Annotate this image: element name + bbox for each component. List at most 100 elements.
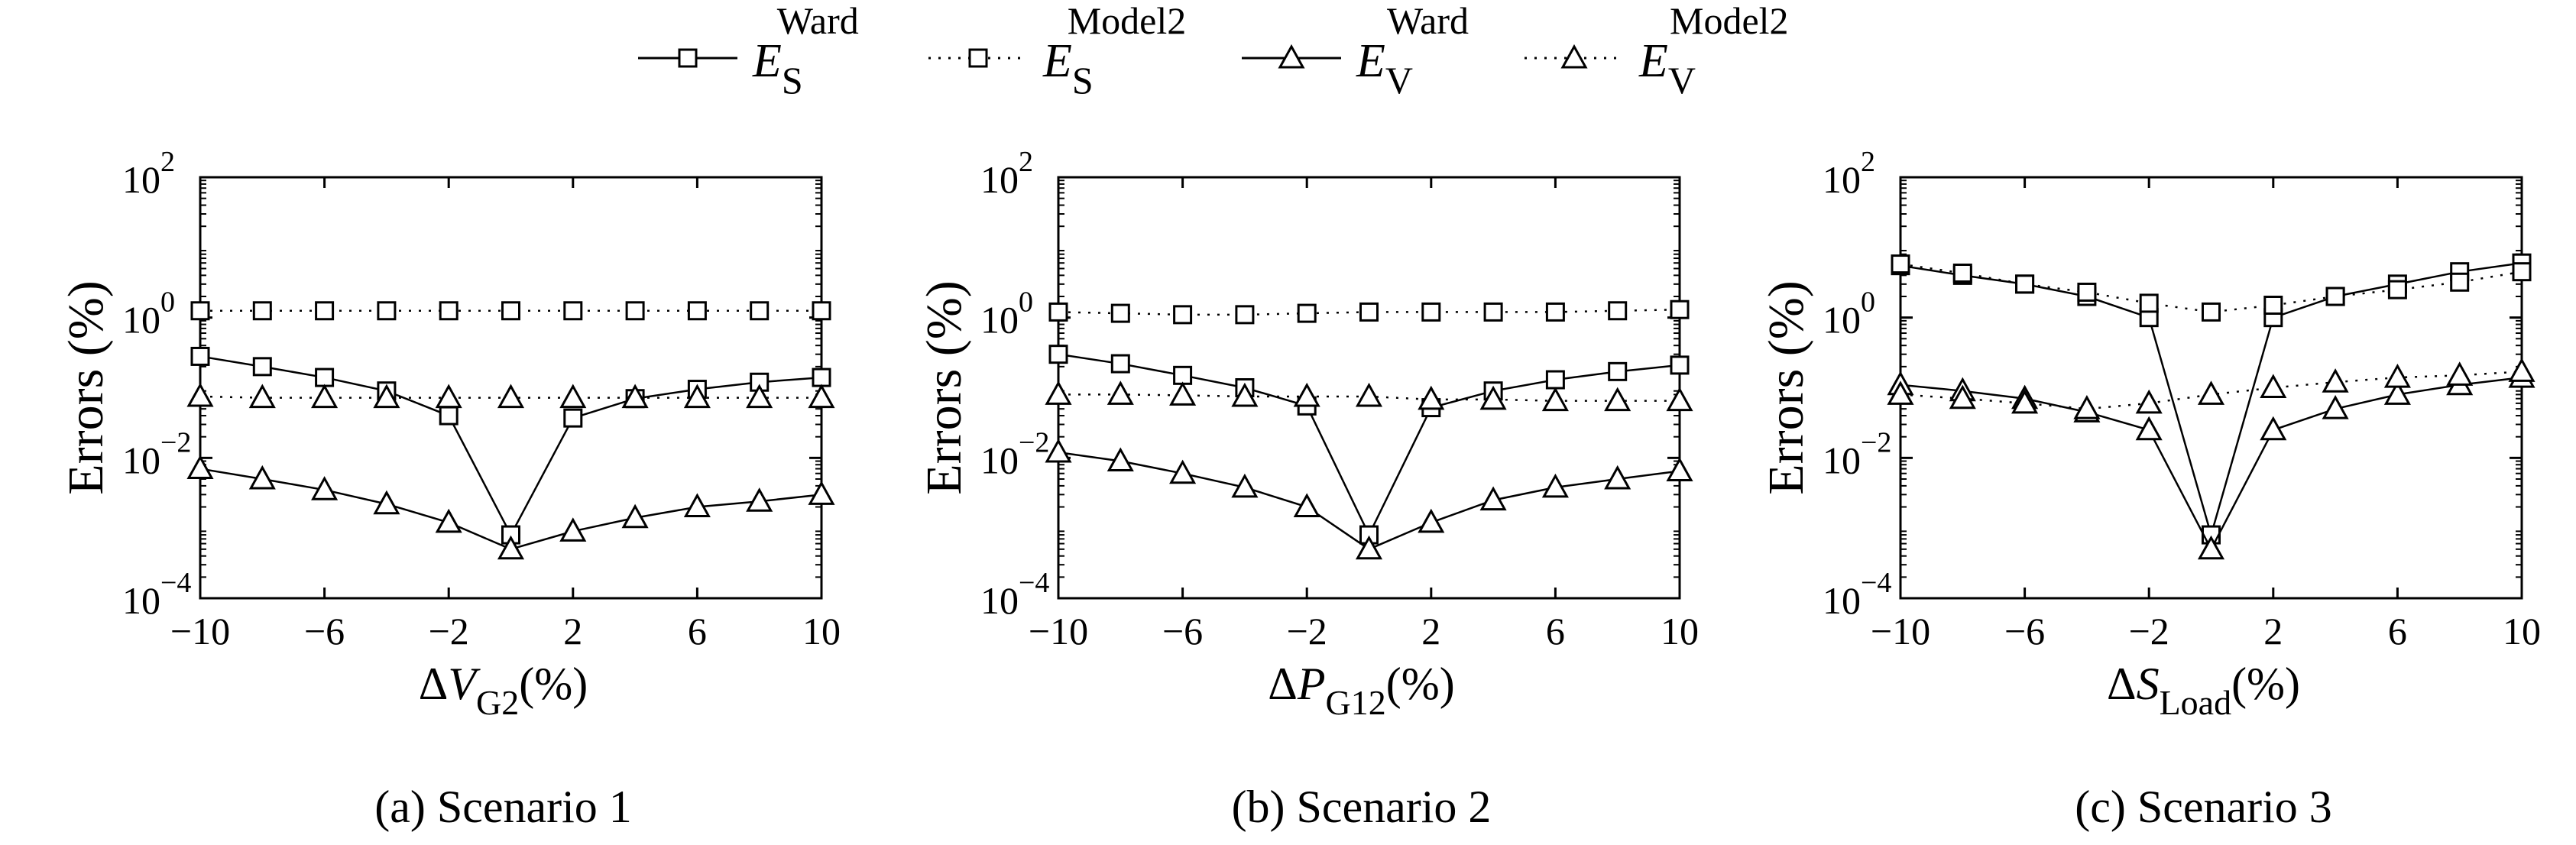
data-point — [2139, 293, 2159, 313]
y-axis-label: Errors (%) — [58, 280, 114, 494]
x-tick-label: 2 — [2263, 610, 2283, 652]
legend-label-sub: S — [1072, 59, 1094, 102]
data-point — [2260, 416, 2287, 441]
data-point — [2322, 368, 2349, 393]
data-point — [1235, 305, 1255, 325]
legend-label: EV Ward — [1356, 0, 1469, 102]
data-point — [808, 481, 835, 505]
data-point — [1608, 301, 1628, 321]
x-label-suffix: (%) — [519, 659, 588, 709]
y-tick-exponent: 2 — [1019, 146, 1033, 178]
series-3 — [1887, 358, 2535, 419]
data-point — [1483, 302, 1503, 322]
data-point — [1045, 438, 1072, 463]
data-point — [559, 517, 587, 542]
data-point — [2077, 282, 2097, 302]
data-point — [1293, 382, 1320, 407]
data-point — [1608, 361, 1628, 381]
legend-marker — [678, 48, 698, 68]
x-label-subscript: G2 — [476, 683, 519, 722]
data-point — [1110, 303, 1130, 323]
data-point — [746, 384, 773, 409]
data-point — [2383, 380, 2411, 405]
data-point — [248, 465, 276, 490]
data-point — [2202, 302, 2221, 322]
data-point — [2073, 395, 2101, 419]
y-tick-label: 102 — [1823, 146, 1875, 201]
y-tick-base: 10 — [1823, 439, 1861, 481]
data-point — [1670, 355, 1690, 375]
x-label-variable: P — [1297, 659, 1326, 709]
data-point — [1887, 380, 1914, 405]
y-tick-base: 10 — [1823, 158, 1861, 201]
series-2 — [1045, 438, 1693, 560]
x-tick-label: −10 — [1871, 610, 1930, 652]
series-1 — [1891, 254, 2532, 322]
x-tick-label: 10 — [2503, 610, 2541, 652]
legend-entry-3: EV Model2 — [1525, 0, 1789, 102]
data-point — [1479, 385, 1507, 410]
data-point — [1479, 486, 1507, 511]
data-point — [373, 384, 400, 409]
data-point — [373, 490, 400, 515]
data-point — [2383, 363, 2411, 388]
panel-caption: (c) Scenario 3 — [2075, 782, 2332, 832]
data-point — [2325, 287, 2345, 306]
y-tick-exponent: 0 — [160, 287, 175, 319]
y-tick-base: 10 — [122, 579, 160, 622]
data-point — [439, 406, 458, 426]
x-tick-label: 6 — [2388, 610, 2407, 652]
x-tick-label: −2 — [429, 610, 469, 652]
data-point — [1541, 473, 1569, 498]
x-tick-label: −2 — [1287, 610, 1327, 652]
x-tick-label: 6 — [1546, 610, 1565, 652]
data-point — [1949, 384, 1976, 410]
data-point — [1545, 302, 1565, 322]
x-tick-label: −10 — [170, 610, 230, 652]
series-line — [199, 395, 821, 399]
data-point — [1169, 459, 1197, 484]
x-label-subscript: G12 — [1326, 683, 1386, 722]
series-1 — [1048, 299, 1690, 325]
y-tick-label: 102 — [122, 146, 175, 201]
legend-label: ES Model2 — [1042, 0, 1186, 102]
data-point — [1355, 535, 1383, 560]
series-3 — [1045, 380, 1693, 412]
x-label-prefix: Δ — [419, 659, 449, 709]
legend-label-base: E — [1356, 35, 1385, 87]
x-tick-label: −10 — [1029, 610, 1088, 652]
legend-label-sub: S — [782, 59, 803, 102]
y-tick-label: 100 — [122, 287, 175, 342]
panel-caption: (a) Scenario 1 — [374, 782, 632, 832]
x-tick-label: 10 — [1661, 610, 1699, 652]
data-point — [1293, 493, 1320, 518]
y-tick-exponent: 2 — [160, 146, 175, 178]
legend-label-sup: Ward — [1387, 0, 1469, 42]
data-point — [1173, 305, 1193, 325]
data-point — [812, 367, 831, 387]
data-point — [248, 384, 276, 409]
data-point — [1359, 302, 1379, 322]
legend-label-sup: Model2 — [1670, 0, 1789, 42]
data-point — [621, 384, 649, 409]
data-point — [2512, 262, 2532, 282]
data-point — [1231, 382, 1259, 407]
data-point — [186, 455, 214, 480]
y-tick-label: 100 — [1823, 287, 1875, 342]
data-point — [1169, 381, 1197, 406]
y-tick-base: 10 — [1823, 299, 1861, 342]
data-point — [1110, 354, 1130, 374]
data-point — [1418, 385, 1445, 410]
x-label-prefix: Δ — [2107, 659, 2137, 709]
legend-entry-0: ES Ward — [638, 0, 859, 102]
legend-entry-1: ES Model2 — [928, 0, 1186, 102]
data-point — [2135, 389, 2163, 414]
data-point — [1107, 380, 1134, 405]
data-point — [1891, 254, 1910, 274]
y-tick-label: 10−4 — [980, 567, 1049, 622]
panel-caption: (b) Scenario 2 — [1232, 782, 1492, 832]
y-tick-label: 10−4 — [1823, 567, 1891, 622]
